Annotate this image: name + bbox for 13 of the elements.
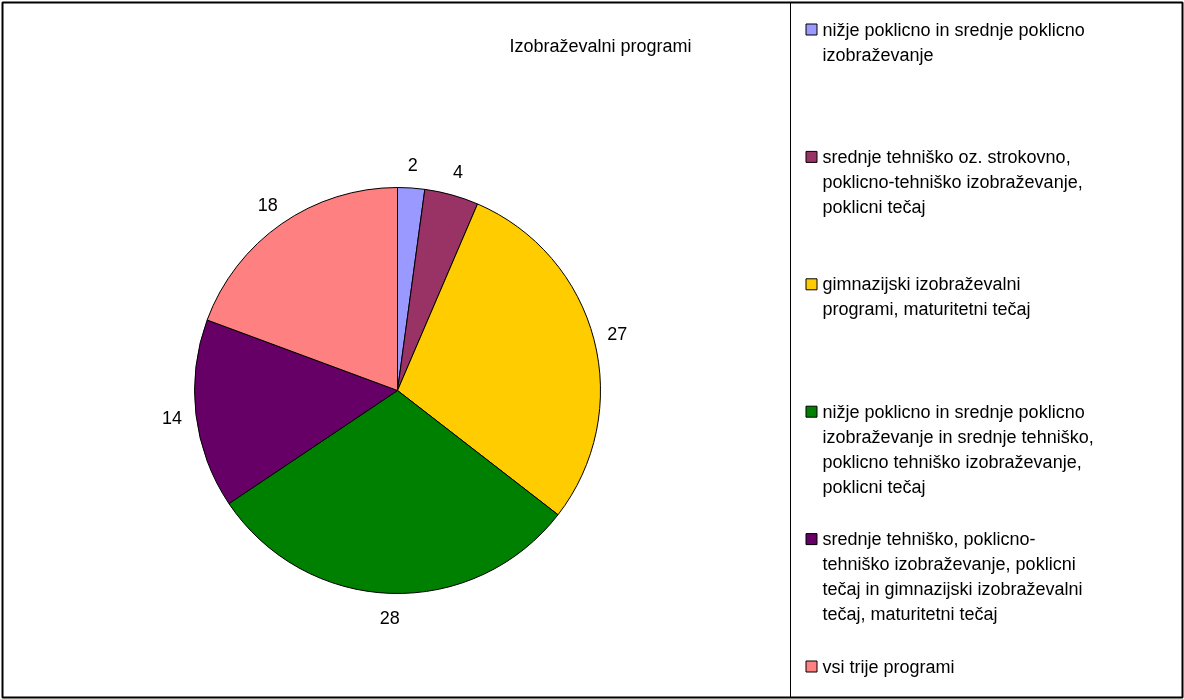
data-label: 4 [453, 162, 464, 183]
legend-label: nižje poklicno in srednje poklicno izobraževanje in srednje tehniško, poklicno tehniško izobraževanje, poklicni tečaj [822, 401, 1094, 497]
data-label: 2 [407, 154, 418, 175]
legend-label: srednje tehniško oz. strokovno, poklicno-tehniško izobraževanje, poklicni tečaj [822, 146, 1083, 217]
legend-label: vsi trije programi [822, 656, 955, 677]
legend-label: srednje tehniško, poklicno-tehniško izobraževanje, poklicni tečaj in gimnazijski izobraževalni tečaj, maturitetni tečaj [822, 529, 1083, 625]
legend-label: nižje poklicno in srednje poklicno izobraževanje [822, 19, 1085, 65]
legend-label: gimnazijski izobraževalni programi, maturitetni tečaj [822, 274, 1031, 320]
data-label: 27 [607, 324, 628, 345]
data-label: 28 [379, 607, 400, 628]
text: Izobraževalni programi [509, 35, 692, 56]
data-label: 14 [162, 407, 183, 428]
data-label: 18 [257, 194, 278, 215]
